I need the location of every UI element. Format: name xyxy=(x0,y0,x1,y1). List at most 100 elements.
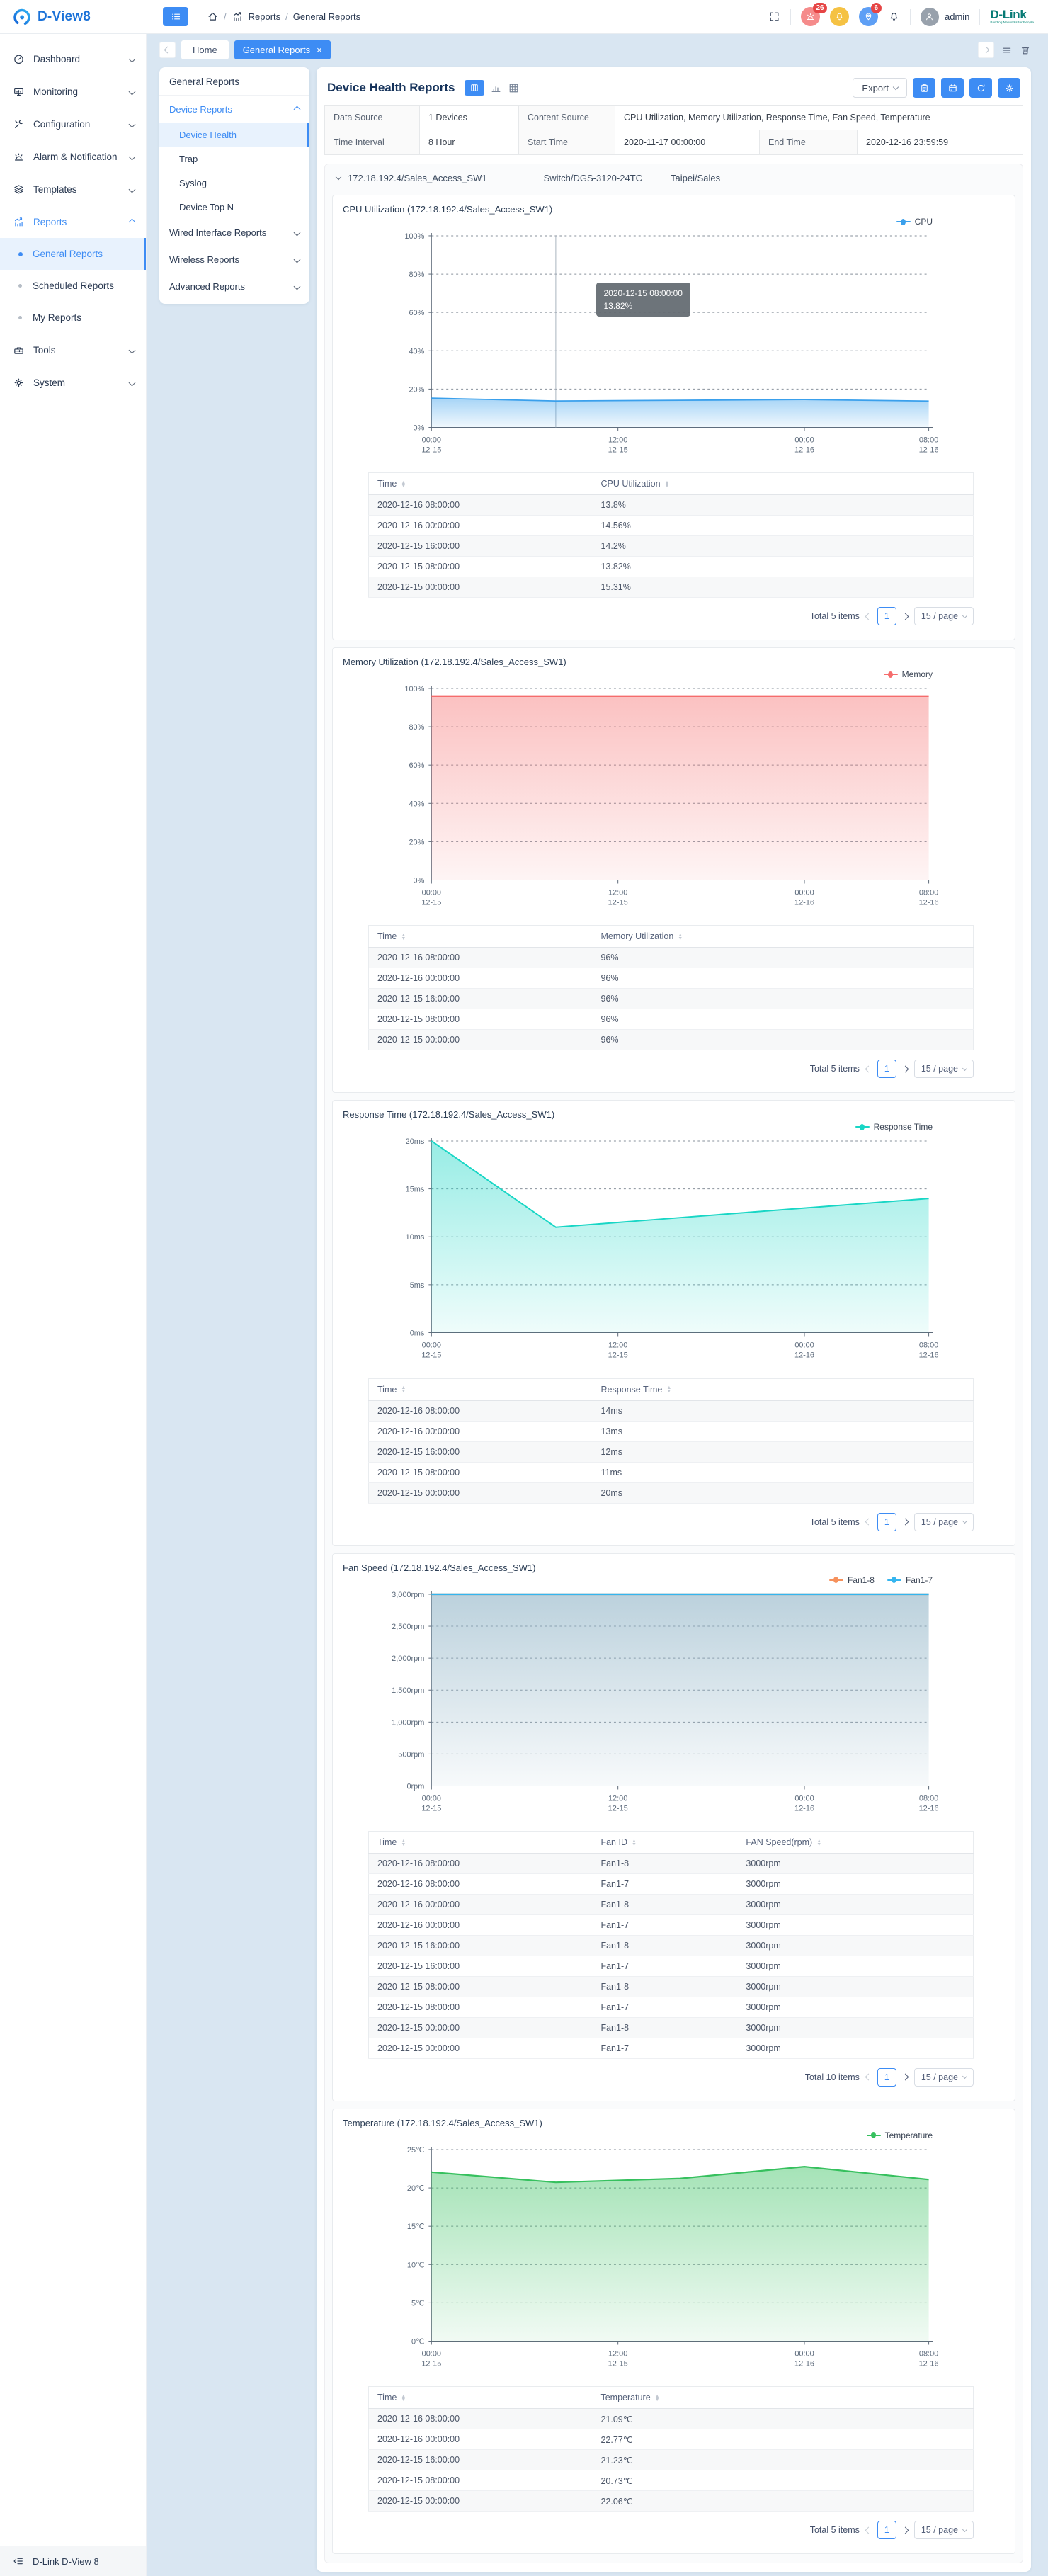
pagination-page-button[interactable]: 1 xyxy=(877,1512,896,1531)
column-header[interactable]: Temperature ▲ ▼ xyxy=(592,2386,974,2410)
sidebar-footer[interactable]: D-Link D-View 8 xyxy=(0,2546,146,2576)
report-nav-item[interactable]: Syslog xyxy=(179,177,207,188)
column-header[interactable]: Response Time ▲ ▼ xyxy=(592,1378,974,1401)
pagination-page-button[interactable]: 1 xyxy=(877,2067,896,2087)
sidebar-item-configuration[interactable]: Configuration xyxy=(0,108,146,140)
page-size-select[interactable]: 15 / page xyxy=(913,1512,974,1531)
refresh-button[interactable] xyxy=(969,78,992,98)
column-header[interactable]: Time ▲ ▼ xyxy=(368,1831,593,1854)
page-size-select[interactable]: 15 / page xyxy=(913,2067,974,2087)
sort-icon[interactable]: ▲ ▼ xyxy=(816,1838,822,1847)
pagination-prev-button[interactable] xyxy=(865,2526,872,2534)
tab-general-reports[interactable]: General Reports × xyxy=(234,40,331,59)
location-button[interactable]: 6 xyxy=(858,3,882,26)
sidebar-item-templates[interactable]: Templates xyxy=(0,173,146,205)
svg-text:08:00: 08:00 xyxy=(919,1794,938,1803)
sort-icon[interactable]: ▲ ▼ xyxy=(631,1838,637,1847)
sort-icon[interactable]: ▲ ▼ xyxy=(401,933,406,942)
report-nav-item[interactable]: Device Health xyxy=(159,123,309,147)
pagination-prev-button[interactable] xyxy=(865,2073,872,2081)
table-row: 2020-12-15 00:00:00 20ms xyxy=(368,1482,974,1504)
sort-icon[interactable]: ▲ ▼ xyxy=(401,1385,406,1395)
sort-icon[interactable]: ▲ ▼ xyxy=(666,1385,672,1395)
legend-item[interactable]: Temperature xyxy=(866,2130,933,2140)
user-name[interactable]: admin xyxy=(944,11,970,22)
tabs-scroll-right-button[interactable] xyxy=(978,42,994,58)
home-icon[interactable] xyxy=(207,11,219,23)
pagination-next-button[interactable] xyxy=(901,2526,909,2534)
pagination-next-button[interactable] xyxy=(901,1065,909,1073)
column-header[interactable]: Fan ID ▲ ▼ xyxy=(592,1831,738,1854)
sidebar-item-scheduled-reports[interactable]: Scheduled Reports xyxy=(0,270,146,302)
sort-icon[interactable]: ▲ ▼ xyxy=(678,933,683,942)
report-nav-item[interactable]: Trap xyxy=(179,153,198,164)
pagination-next-button[interactable] xyxy=(901,1518,909,1526)
view-chart-button[interactable] xyxy=(490,82,502,94)
alarm-siren-button[interactable]: 26 xyxy=(800,3,828,26)
close-tab-icon[interactable]: × xyxy=(317,45,322,55)
tabs-scroll-left-button[interactable] xyxy=(159,42,176,58)
legend-item[interactable]: Memory xyxy=(883,669,933,679)
report-nav-group[interactable]: Wired Interface Reports xyxy=(159,219,309,246)
pagination-page-button[interactable]: 1 xyxy=(877,607,896,626)
sidebar-item-my-reports[interactable]: My Reports xyxy=(0,302,146,334)
pagination-page-button[interactable]: 1 xyxy=(877,1060,896,1079)
column-header[interactable]: Memory Utilization ▲ ▼ xyxy=(592,925,974,948)
save-report-button[interactable] xyxy=(913,78,935,98)
schedule-button[interactable] xyxy=(941,78,964,98)
legend-item[interactable]: Fan1-7 xyxy=(887,1575,933,1585)
sidebar-item-monitoring[interactable]: Monitoring xyxy=(0,75,146,108)
data-table: Time ▲ ▼ Temperature ▲ ▼ 2020-12-16 08:00:00 2… xyxy=(368,2386,974,2512)
page-size-select[interactable]: 15 / page xyxy=(913,2521,974,2540)
column-header[interactable]: CPU Utilization ▲ ▼ xyxy=(592,472,974,496)
column-header[interactable]: Time ▲ ▼ xyxy=(368,2386,593,2410)
sidebar-item-dashboard[interactable]: Dashboard xyxy=(0,42,146,75)
legend-item[interactable]: CPU xyxy=(896,217,933,227)
sidebar-item-tools[interactable]: Tools xyxy=(0,334,146,366)
column-header[interactable]: FAN Speed(rpm) ▲ ▼ xyxy=(737,1831,974,1854)
pagination-page-button[interactable]: 1 xyxy=(877,2521,896,2540)
sort-icon[interactable]: ▲ ▼ xyxy=(664,480,670,489)
area-chart: 0ms 5ms 10ms 15ms 20ms 00:00 12-15 12:00 12-15 00… xyxy=(341,1135,1006,1372)
user-avatar[interactable] xyxy=(920,7,939,26)
sidebar-item-alarm-notification[interactable]: Alarm & Notification xyxy=(0,140,146,173)
column-header[interactable]: Time ▲ ▼ xyxy=(368,925,593,948)
pagination-next-button[interactable] xyxy=(901,2073,909,2081)
tab-home[interactable]: Home xyxy=(181,40,229,59)
tab-menu-icon[interactable] xyxy=(1001,45,1013,56)
alert-bell-button[interactable] xyxy=(829,7,849,26)
column-header[interactable]: Time ▲ ▼ xyxy=(368,472,593,496)
trash-icon[interactable] xyxy=(1020,45,1031,56)
collapse-menu-button[interactable] xyxy=(163,7,188,26)
page-size-select[interactable]: 15 / page xyxy=(913,1060,974,1079)
device-header[interactable]: 172.18.192.4/Sales_Access_SW1 Switch/DGS… xyxy=(325,164,1023,188)
legend-item[interactable]: Fan1-8 xyxy=(828,1575,875,1585)
pagination-prev-button[interactable] xyxy=(865,1065,872,1073)
pagination-prev-button[interactable] xyxy=(865,613,872,620)
pagination-prev-button[interactable] xyxy=(865,1518,872,1526)
legend-item[interactable]: Response Time xyxy=(855,1122,933,1132)
page-size-select[interactable]: 15 / page xyxy=(913,607,974,626)
report-nav-group[interactable]: Advanced Reports xyxy=(159,273,309,300)
sort-icon[interactable]: ▲ ▼ xyxy=(401,1838,406,1847)
report-nav-item[interactable]: Device Top N xyxy=(179,201,234,212)
report-nav-group[interactable]: Wireless Reports xyxy=(159,246,309,273)
view-table-button[interactable] xyxy=(508,82,520,94)
svg-text:12-16: 12-16 xyxy=(919,899,939,907)
sort-icon[interactable]: ▲ ▼ xyxy=(401,2393,406,2402)
export-button[interactable]: Export xyxy=(853,78,907,98)
column-header[interactable]: Time ▲ ▼ xyxy=(368,1378,593,1401)
view-combined-button[interactable] xyxy=(465,80,485,96)
breadcrumb-reports[interactable]: Reports xyxy=(248,11,281,22)
sidebar-item-system[interactable]: System xyxy=(0,366,146,399)
sidebar-item-general-reports[interactable]: General Reports xyxy=(0,238,146,270)
report-nav-group[interactable]: Device Reports xyxy=(159,96,309,123)
chart-legend: Response Time xyxy=(341,1120,1006,1134)
pagination-next-button[interactable] xyxy=(901,613,909,620)
notification-bell-icon[interactable] xyxy=(888,11,900,23)
fullscreen-icon[interactable] xyxy=(768,11,780,23)
sort-icon[interactable]: ▲ ▼ xyxy=(401,480,406,489)
sort-icon[interactable]: ▲ ▼ xyxy=(654,2393,660,2402)
settings-button[interactable] xyxy=(998,78,1020,98)
sidebar-item-reports[interactable]: Reports xyxy=(0,205,146,238)
